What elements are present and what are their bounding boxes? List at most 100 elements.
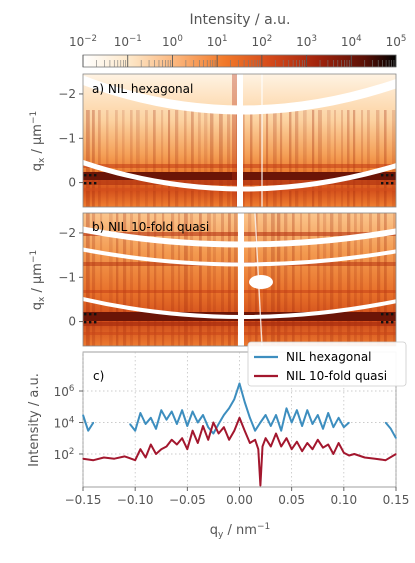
data-point (332, 426, 334, 428)
bragg-rod (145, 110, 148, 207)
data-point (395, 437, 397, 439)
data-point (374, 458, 376, 460)
data-point (228, 439, 230, 441)
y-tick-label: 0 (68, 176, 76, 190)
colorbar-tick-label: 101 (207, 34, 228, 49)
data-point (218, 432, 220, 435)
bragg-rod (347, 213, 351, 346)
data-point (265, 414, 267, 416)
bragg-rod (92, 213, 96, 346)
data-point (139, 412, 141, 414)
colorbar-tick-labels: 10−2 10−1 100 101 102 103 104 105 (69, 34, 406, 49)
dotted-marker-left (84, 313, 97, 324)
bragg-rod (130, 213, 133, 346)
bragg-rod (280, 110, 283, 207)
data-point (311, 423, 314, 425)
data-point (155, 453, 157, 455)
y-tick-label: −1 (58, 270, 76, 284)
bragg-rod (376, 110, 380, 207)
data-point (301, 450, 303, 452)
bragg-rod (341, 110, 344, 207)
x-tick-label: −0.05 (169, 493, 206, 507)
bragg-rod (273, 110, 277, 207)
panel-b-label: b) NIL 10-fold quasi (92, 220, 209, 234)
bragg-rod (130, 110, 133, 207)
data-point (348, 421, 350, 424)
bragg-rod (323, 213, 327, 346)
panel-a-heatmap: a) NIL hexagonal (82, 73, 397, 208)
bragg-rod (198, 110, 201, 207)
bragg-rod (347, 110, 350, 207)
bragg-rod (115, 110, 118, 207)
bragg-rod (228, 213, 231, 346)
bragg-rod (116, 213, 119, 346)
legend-entry: NIL hexagonal (286, 350, 372, 364)
bragg-rod (384, 110, 387, 207)
bragg-rod (354, 213, 357, 346)
bragg-rod (184, 110, 187, 207)
data-point (186, 425, 188, 427)
data-point (385, 459, 387, 461)
x-tick-label: 0.15 (383, 493, 410, 507)
panel-b-heatmap: b) NIL 10-fold quasi (82, 212, 397, 347)
bragg-rod (153, 110, 156, 207)
series-group (82, 382, 397, 487)
data-point (207, 439, 209, 441)
bragg-rod (330, 213, 334, 346)
data-point (176, 423, 178, 425)
data-point (254, 430, 256, 432)
data-point (82, 458, 84, 460)
data-point (92, 459, 94, 461)
data-point (296, 409, 298, 411)
data-point (145, 423, 147, 425)
data-point (311, 448, 314, 450)
bragg-rod (361, 110, 364, 207)
data-point (275, 432, 277, 435)
bragg-rod (207, 213, 211, 346)
bragg-rod (123, 213, 127, 346)
data-point (134, 459, 136, 461)
colorbar-tick-label: 105 (386, 34, 407, 49)
data-point (327, 412, 329, 414)
bragg-rod (213, 213, 216, 346)
colorbar-tick-label: 102 (251, 34, 272, 49)
data-point (171, 439, 173, 441)
bragg-rod (234, 213, 238, 346)
data-point (385, 421, 387, 424)
bragg-rod (369, 213, 372, 346)
dotted-marker-right (381, 174, 394, 185)
panel-c-line-chart: −0.15 −0.10 −0.05 0.00 0.05 0.10 0.15 102 104 106… (27, 341, 410, 540)
data-point (291, 421, 293, 424)
data-point (212, 421, 214, 424)
bragg-rod (168, 110, 171, 207)
data-point (296, 441, 298, 443)
data-point (285, 437, 288, 439)
y-tick-label: −2 (58, 226, 76, 240)
bragg-rod (271, 213, 275, 346)
data-point (223, 426, 225, 428)
bragg-rod (250, 110, 253, 207)
data-point (171, 410, 173, 413)
bragg-rod (334, 110, 337, 207)
data-point (275, 414, 277, 416)
bragg-rod (266, 110, 269, 207)
bragg-rod (86, 110, 90, 207)
data-point (233, 430, 235, 432)
colorbar-minor-ticks (82, 55, 397, 67)
data-point (165, 445, 168, 448)
legend: NIL hexagonal NIL 10-fold quasi (247, 341, 407, 387)
bragg-rod (292, 213, 295, 346)
data-point (244, 401, 246, 403)
bragg-rod (317, 213, 320, 346)
panel-a-label: a) NIL hexagonal (92, 82, 193, 96)
dotted-marker-right (381, 313, 394, 324)
bragg-rod (100, 213, 103, 346)
data-point (160, 448, 162, 450)
bragg-rod (312, 110, 315, 207)
bragg-rod (178, 213, 181, 346)
bragg-rod (204, 110, 208, 207)
data-point (348, 454, 350, 457)
bragg-rod (98, 110, 101, 207)
data-point (155, 428, 157, 430)
data-point (306, 442, 308, 444)
